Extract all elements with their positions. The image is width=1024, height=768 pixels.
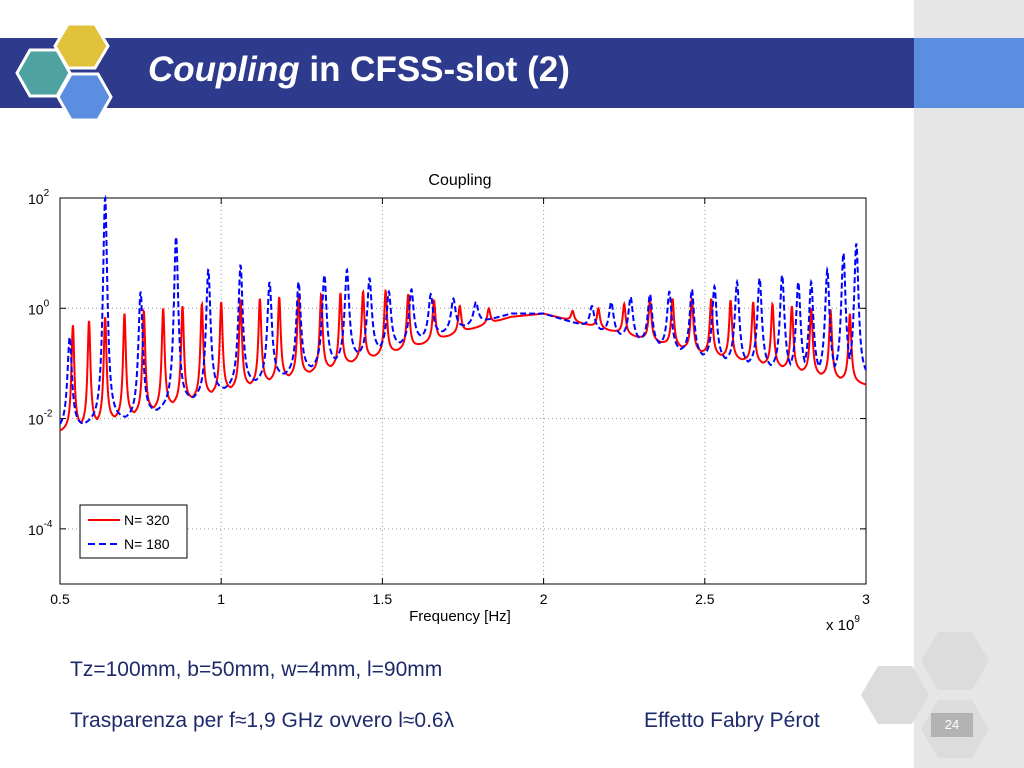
slide-title-rest: in CFSS-slot (2) [299, 50, 570, 89]
y-tick-label: 102 [28, 188, 50, 207]
x-tick-label: 2 [540, 591, 548, 607]
coupling-chart: 0.5 1 1.5 2 2.5 3 102 100 10-2 10-4 Coupling Freq… [28, 172, 870, 634]
title-bar-accent [914, 38, 1024, 108]
y-tick-label: 100 [28, 298, 50, 317]
x-multiplier-base: x 10 [826, 617, 854, 634]
legend-label-n320: N= 320 [124, 512, 170, 528]
y-tick-label: 10-4 [28, 519, 53, 538]
chart-title: Coupling [428, 172, 491, 189]
x-tick-label: 3 [862, 591, 870, 607]
series-line-n180 [59, 194, 867, 425]
fabry-perot-text: Effetto Fabry Pérot [644, 709, 820, 732]
x-axis-label: Frequency [Hz] [409, 608, 511, 625]
hex-yellow-icon [53, 22, 110, 70]
x-multiplier-exp: 9 [854, 614, 860, 625]
hex-blue-icon [56, 72, 113, 122]
slide-title: Coupling in CFSS-slot (2) [148, 50, 570, 90]
decorative-hexagons-icon [861, 632, 989, 758]
x-tick-label: 0.5 [50, 591, 70, 607]
legend: N= 320 N= 180 [79, 504, 188, 559]
x-multiplier-label: x 109 [826, 614, 860, 634]
parameters-text: Tz=100mm, b=50mm, w=4mm, l=90mm [70, 658, 443, 681]
grid-lines [60, 198, 866, 584]
legend-label-n180: N= 180 [124, 536, 170, 552]
page-number: 24 [931, 713, 973, 737]
legend-box [79, 504, 188, 559]
plot-area [59, 197, 867, 585]
y-tick-label: 10-2 [28, 409, 53, 428]
deco-hex-left-icon [861, 666, 929, 724]
x-tick-label: 2.5 [695, 591, 715, 607]
slide-title-italic: Coupling [148, 50, 300, 89]
x-tick-label: 1 [217, 591, 225, 607]
x-tick-label: 1.5 [373, 591, 393, 607]
hexagon-logo-icon [15, 22, 113, 122]
axis-ticks: 0.5 1 1.5 2 2.5 3 102 100 10-2 10-4 [28, 188, 870, 607]
transparency-text: Trasparenza per f≈1,9 GHz ovvero l≈0.6λ [70, 709, 455, 732]
deco-hex-top-icon [921, 632, 989, 690]
series-lines [59, 194, 867, 432]
title-bar [0, 38, 914, 108]
